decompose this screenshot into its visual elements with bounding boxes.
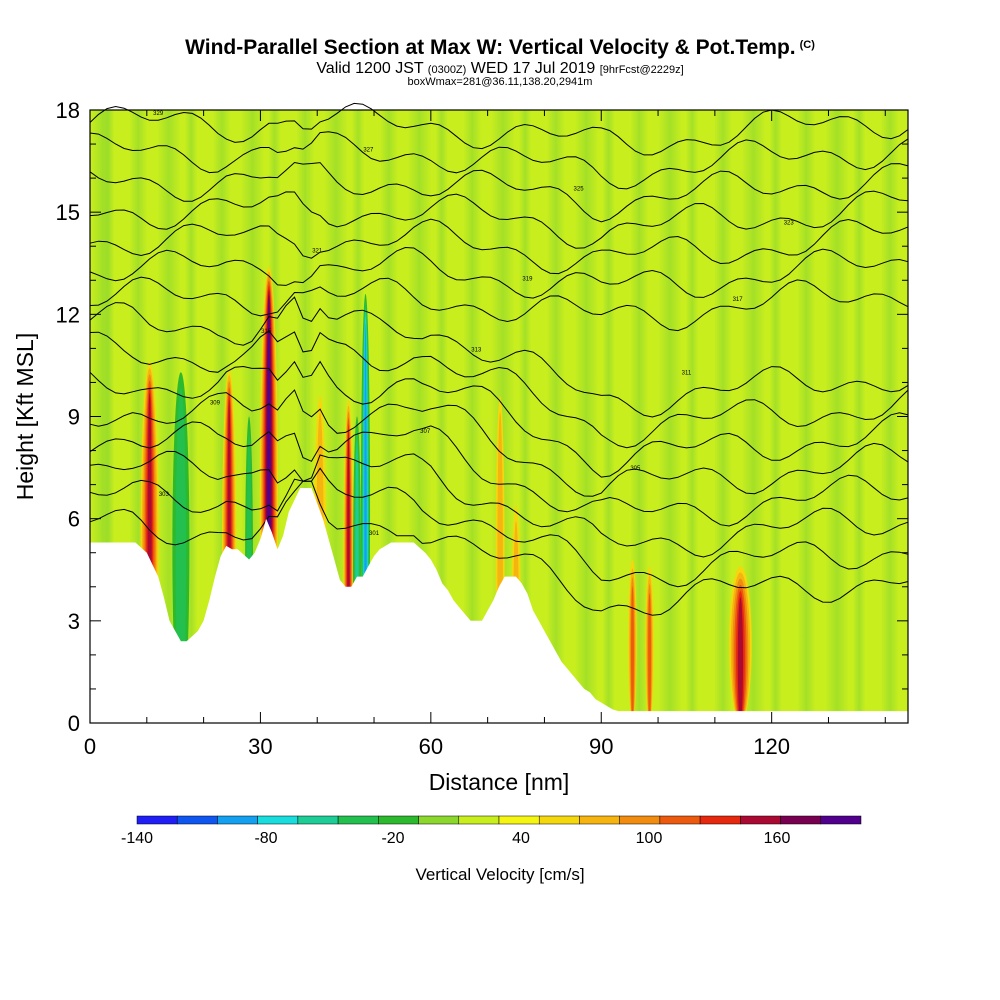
colorbar-swatch <box>337 815 379 825</box>
y-tick-label: 9 <box>68 405 80 430</box>
velocity-cell <box>631 586 634 723</box>
theta-contour <box>89 467 909 588</box>
theta-contour <box>89 246 909 299</box>
y-tick-label: 15 <box>56 200 80 225</box>
theta-contour-label: 309 <box>210 400 221 406</box>
forecast-text: [9hrFcst@2229z] <box>599 64 684 76</box>
colorbar: -140 -80 -20 40 100 160 Vertical Velocity [cm/… <box>121 815 862 884</box>
theta-contour-label: 303 <box>159 492 170 498</box>
colorbar-swatch <box>619 815 661 825</box>
terrain <box>90 488 908 723</box>
theta-contour-label: 301 <box>369 531 380 537</box>
velocity-stripe <box>852 110 866 723</box>
velocity-stripe <box>658 110 682 723</box>
velocity-stripe <box>602 110 615 723</box>
colorbar-swatch <box>699 815 741 825</box>
colorbar-label: 40 <box>512 830 530 847</box>
theta-contour <box>89 131 909 190</box>
colorbar-swatch <box>257 815 299 825</box>
theta-contour-label: 323 <box>784 220 795 226</box>
theta-contour <box>89 330 909 449</box>
y-tick-label: 3 <box>68 609 80 634</box>
x-tick-label: 120 <box>753 734 790 759</box>
colorbar-swatch <box>820 815 862 825</box>
y-tick-label: 12 <box>56 302 80 327</box>
theta-contour-label: 319 <box>522 276 533 282</box>
valid-time-text: Valid 1200 JST <box>316 60 424 77</box>
theta-contour <box>89 360 909 478</box>
axes: 0 30 60 90 120 0 3 6 9 12 15 18 Distance [nm] Height … <box>12 98 909 795</box>
velocity-stripe <box>518 110 532 723</box>
colorbar-swatch <box>136 815 178 825</box>
velocity-stripe <box>574 110 599 723</box>
x-tick-label: 90 <box>589 734 613 759</box>
y-tick-label: 0 <box>68 711 80 736</box>
chart-title: Wind-Parallel Section at Max W: Vertical… <box>0 36 1000 60</box>
y-axis-title: Height [Kft MSL] <box>12 333 38 500</box>
velocity-stripe <box>769 110 782 723</box>
x-axis-title: Distance [nm] <box>429 769 570 795</box>
theta-contour <box>89 161 909 223</box>
velocity-stripe <box>435 110 448 723</box>
colorbar-swatch <box>297 815 339 825</box>
velocity-cell <box>648 593 651 723</box>
velocity-stripe <box>741 110 766 723</box>
theta-contour-label: 327 <box>363 148 374 154</box>
colorbar-title: Vertical Velocity [cm/s] <box>415 865 584 884</box>
velocity-cell <box>737 597 744 723</box>
box-wmax-line: boxWmax=281@36.11,138.20,2941m <box>407 76 593 88</box>
theta-contour <box>89 389 909 497</box>
theta-contour <box>89 421 909 527</box>
colorbar-label: -80 <box>254 830 277 847</box>
colorbar-swatch <box>176 815 218 825</box>
valid-date-text: WED 17 Jul 2019 <box>470 60 596 77</box>
theta-contour <box>89 190 909 249</box>
theta-contour-label: 329 <box>153 111 164 117</box>
colorbar-swatch <box>418 815 460 825</box>
theta-contour-label: 321 <box>312 249 323 255</box>
colorbar-label: -20 <box>381 830 404 847</box>
colorbar-label: -140 <box>121 830 153 847</box>
colorbar-label: 160 <box>764 830 791 847</box>
velocity-stripe <box>797 110 816 723</box>
theta-contour-label: 311 <box>682 370 692 376</box>
colorbar-swatch <box>498 815 540 825</box>
theta-contour-label: 315 <box>261 329 272 335</box>
velocity-stripe <box>880 110 899 723</box>
x-tick-label: 30 <box>248 734 272 759</box>
theta-contour-label: 305 <box>630 466 641 472</box>
theta-contour <box>89 450 909 558</box>
colorbar-swatch <box>538 815 580 825</box>
x-tick-label: 60 <box>419 734 443 759</box>
theta-contour-label: 325 <box>574 186 585 192</box>
colorbar-swatch <box>217 815 258 825</box>
y-tick-label: 6 <box>68 507 80 532</box>
theta-contour <box>89 296 909 418</box>
velocity-stripe <box>825 110 849 723</box>
y-tick-label: 18 <box>56 98 80 123</box>
chart-subtitle: Valid 1200 JST (0300Z) WED 17 Jul 2019 [… <box>0 60 1000 78</box>
x-tick-label: 0 <box>84 734 96 759</box>
valid-utc-text: (0300Z) <box>427 64 467 76</box>
colorbar-swatch <box>378 815 419 825</box>
colorbar-swatch <box>458 815 500 825</box>
theta-contour <box>89 218 909 275</box>
colorbar-swatch <box>780 815 822 825</box>
title-text: Wind-Parallel Section at Max W: Vertical… <box>185 36 796 59</box>
theta-contour <box>89 276 909 332</box>
theta-contour <box>89 480 909 616</box>
theta-contour-label: 317 <box>733 297 744 303</box>
colorbar-swatch <box>740 815 781 825</box>
plot-area: 329 327 325 323 321 319 317 315 313 311 309 307 305 3… <box>89 102 909 724</box>
theta-contour-label: 307 <box>420 429 431 435</box>
colorbar-swatch <box>659 815 701 825</box>
colorbar-swatch <box>579 815 620 825</box>
title-copyright-mark: (C) <box>799 39 815 51</box>
colorbar-label: 100 <box>636 830 663 847</box>
theta-contour-label: 313 <box>471 348 482 354</box>
velocity-stripe <box>546 110 565 723</box>
velocity-stripe <box>630 110 649 723</box>
